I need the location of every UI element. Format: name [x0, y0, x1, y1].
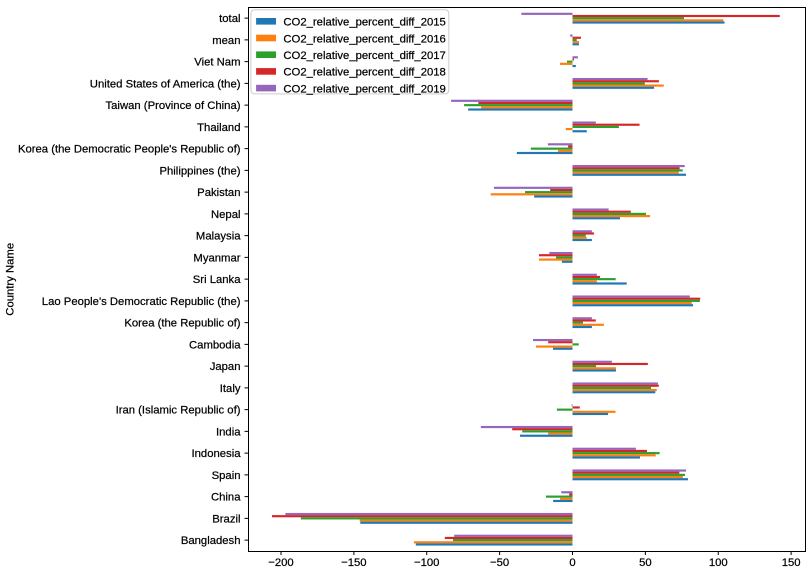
svg-text:total: total — [219, 13, 240, 25]
svg-text:Spain: Spain — [212, 470, 241, 482]
svg-text:−200: −200 — [268, 557, 293, 569]
svg-text:Pakistan: Pakistan — [197, 187, 240, 199]
svg-text:Korea (the Democratic People's: Korea (the Democratic People's Republic … — [18, 144, 241, 156]
svg-text:Iran (Islamic Republic of): Iran (Islamic Republic of) — [116, 405, 241, 417]
svg-text:Taiwan (Province of China): Taiwan (Province of China) — [106, 100, 241, 112]
svg-text:−150: −150 — [341, 557, 366, 569]
svg-text:CO2_relative_percent_diff_2018: CO2_relative_percent_diff_2018 — [283, 67, 445, 79]
svg-text:−100: −100 — [414, 557, 439, 569]
svg-text:Italy: Italy — [220, 383, 241, 395]
svg-text:Philippines (the): Philippines (the) — [159, 165, 240, 177]
svg-text:CO2_relative_percent_diff_2017: CO2_relative_percent_diff_2017 — [283, 50, 445, 62]
svg-text:Country Name: Country Name — [5, 243, 17, 316]
svg-text:Japan: Japan — [210, 361, 241, 373]
svg-text:Bangladesh: Bangladesh — [181, 535, 241, 547]
svg-text:Viet Nam: Viet Nam — [194, 57, 240, 69]
svg-text:Nepal: Nepal — [211, 209, 241, 221]
svg-text:Lao People's Democratic Republ: Lao People's Democratic Republic (the) — [42, 296, 241, 308]
svg-text:mean: mean — [212, 35, 240, 47]
svg-text:100: 100 — [709, 557, 728, 569]
svg-text:United States of America (the): United States of America (the) — [90, 78, 241, 90]
svg-text:Malaysia: Malaysia — [196, 231, 241, 243]
svg-text:0: 0 — [569, 557, 575, 569]
svg-text:Cambodia: Cambodia — [189, 339, 241, 351]
svg-text:150: 150 — [782, 557, 801, 569]
svg-text:Sri Lanka: Sri Lanka — [193, 274, 241, 286]
svg-text:India: India — [216, 426, 241, 438]
svg-text:Myanmar: Myanmar — [193, 252, 240, 264]
svg-text:50: 50 — [639, 557, 652, 569]
svg-text:Korea (the Republic of): Korea (the Republic of) — [124, 318, 240, 330]
svg-text:CO2_relative_percent_diff_2016: CO2_relative_percent_diff_2016 — [283, 33, 445, 45]
svg-text:Brazil: Brazil — [212, 513, 240, 525]
svg-text:−50: −50 — [490, 557, 509, 569]
svg-text:Thailand: Thailand — [197, 122, 240, 134]
svg-text:Indonesia: Indonesia — [192, 448, 242, 460]
svg-text:CO2_relative_percent_diff_2015: CO2_relative_percent_diff_2015 — [283, 17, 445, 29]
svg-text:China: China — [211, 492, 241, 504]
svg-text:CO2_relative_percent_diff_2019: CO2_relative_percent_diff_2019 — [283, 83, 445, 95]
